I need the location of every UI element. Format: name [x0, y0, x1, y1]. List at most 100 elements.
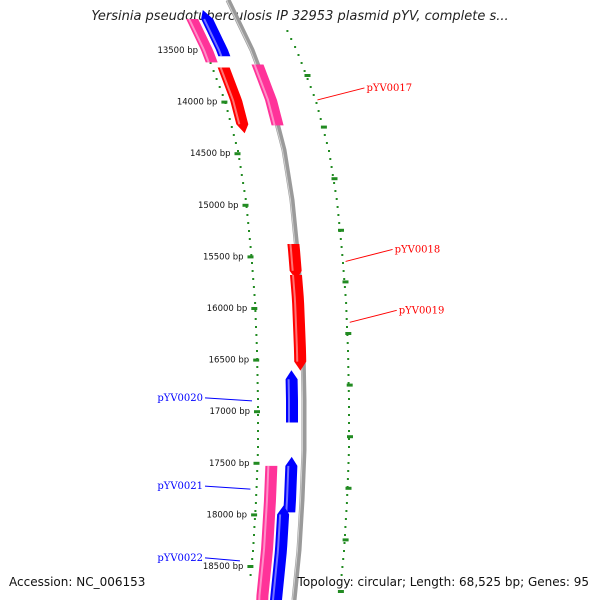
- inner-tick-dot: [254, 502, 257, 504]
- inner-tick-dot: [255, 342, 258, 344]
- outer-tick-dot: [347, 374, 350, 376]
- gene-feature-pYV0020: [285, 370, 298, 423]
- outer-tick-dot: [312, 94, 315, 96]
- inner-tick-dot: [257, 398, 259, 400]
- gene-feature-pink: [256, 465, 278, 600]
- gene-label-pYV0022: pYV0022: [157, 553, 203, 564]
- outer-tick-dot: [345, 502, 348, 504]
- major-tick-mark: [253, 358, 260, 362]
- tick-label: 16000 bp: [207, 304, 248, 314]
- gene-feature-pYV0021: [283, 456, 298, 513]
- gene-feature-shine: [285, 465, 290, 513]
- inner-tick-dot: [228, 118, 231, 120]
- major-tick-mark: [320, 125, 327, 129]
- outer-tick-dot: [345, 510, 348, 512]
- major-tick-mark: [342, 538, 349, 542]
- inner-tick-dot: [237, 150, 239, 152]
- gene-feature-shine: [188, 18, 210, 63]
- inner-tick-dot: [256, 350, 258, 352]
- inner-tick-dot: [212, 70, 215, 72]
- inner-tick-dot: [234, 142, 237, 144]
- gene-feature-shine: [258, 465, 270, 600]
- outer-tick-dot: [348, 438, 350, 440]
- outer-tick-dot: [343, 550, 345, 552]
- tick-label: 15000 bp: [198, 201, 239, 211]
- major-tick-mark: [253, 461, 260, 465]
- outer-tick-dot: [347, 350, 349, 352]
- inner-tick-dot: [252, 278, 255, 280]
- gene-label-pYV0018: pYV0018: [395, 244, 441, 255]
- inner-tick-dot: [255, 486, 258, 488]
- inner-tick-dot: [251, 270, 254, 272]
- outer-tick-dot: [348, 398, 350, 400]
- outer-tick-dot: [341, 566, 344, 568]
- inner-tick-dot: [253, 526, 256, 528]
- outer-tick-dot: [345, 318, 348, 320]
- outer-tick-dot: [342, 558, 345, 560]
- outer-tick-dot: [346, 342, 349, 344]
- outer-tick-dot: [339, 238, 342, 240]
- inner-tick-dot: [218, 86, 221, 88]
- outer-tick-dot: [348, 430, 350, 432]
- inner-tick-dot: [251, 558, 254, 560]
- inner-tick-dot: [254, 302, 257, 304]
- outer-tick-dot: [328, 150, 330, 152]
- outer-tick-dot: [343, 286, 346, 288]
- outer-tick-dot: [329, 158, 332, 160]
- major-tick-mark: [251, 513, 258, 517]
- outer-tick-dot: [347, 366, 350, 368]
- major-tick-mark: [347, 435, 353, 439]
- gene-feature-shine: [272, 514, 282, 600]
- inner-tick-dot: [257, 438, 259, 440]
- outer-tick-dot: [294, 46, 297, 48]
- tick-label: 18500 bp: [203, 562, 244, 572]
- gene-leader-line: [317, 87, 365, 101]
- tick-label: 17000 bp: [209, 407, 250, 417]
- inner-tick-dot: [255, 326, 257, 328]
- tick-label: 13500 bp: [157, 46, 198, 56]
- major-tick-mark: [304, 74, 311, 77]
- outer-tick-dot: [345, 302, 348, 304]
- major-tick-mark: [247, 255, 254, 259]
- outer-tick-dot: [290, 38, 293, 40]
- outer-tick-dot: [286, 30, 289, 32]
- gene-feature-pYV0022: [270, 505, 290, 600]
- outer-tick-dot: [338, 222, 341, 224]
- inner-tick-dot: [252, 550, 254, 552]
- outer-tick-dot: [340, 574, 343, 576]
- inner-tick-dot: [255, 478, 258, 480]
- major-tick-mark: [345, 332, 352, 335]
- major-tick-mark: [221, 100, 228, 104]
- outer-tick-dot: [344, 534, 346, 536]
- inner-tick-dot: [226, 110, 229, 112]
- inner-tick-dot: [253, 518, 256, 520]
- gene-feature-pYV0018: [287, 244, 302, 280]
- inner-tick-dot: [221, 94, 224, 96]
- major-tick-mark: [346, 383, 353, 387]
- outer-tick-dot: [347, 470, 350, 472]
- inner-tick-dot: [254, 510, 257, 512]
- inner-tick-dot: [248, 238, 251, 240]
- outer-tick-dot: [346, 478, 349, 480]
- outer-tick-dot: [303, 70, 306, 72]
- gene-leader-line: [204, 485, 251, 490]
- inner-tick-dot: [250, 254, 253, 256]
- outer-tick-dot: [342, 262, 344, 264]
- tick-label: 14500 bp: [190, 149, 231, 159]
- outer-tick-dot: [333, 182, 336, 184]
- outer-tick-dot: [340, 246, 343, 248]
- outer-tick-dot: [325, 142, 328, 144]
- gene-feature-shine: [203, 18, 223, 57]
- outer-tick-dot: [331, 174, 334, 176]
- inner-tick-dot: [239, 166, 242, 168]
- outer-tick-dot: [346, 326, 348, 328]
- tick-label: 14000 bp: [177, 98, 218, 108]
- tick-label: 18000 bp: [207, 510, 248, 520]
- inner-tick-dot: [257, 446, 259, 448]
- outer-tick-dot: [347, 358, 350, 360]
- outer-tick-dot: [335, 198, 338, 200]
- inner-tick-dot: [255, 494, 258, 496]
- gene-leader-line: [204, 397, 253, 402]
